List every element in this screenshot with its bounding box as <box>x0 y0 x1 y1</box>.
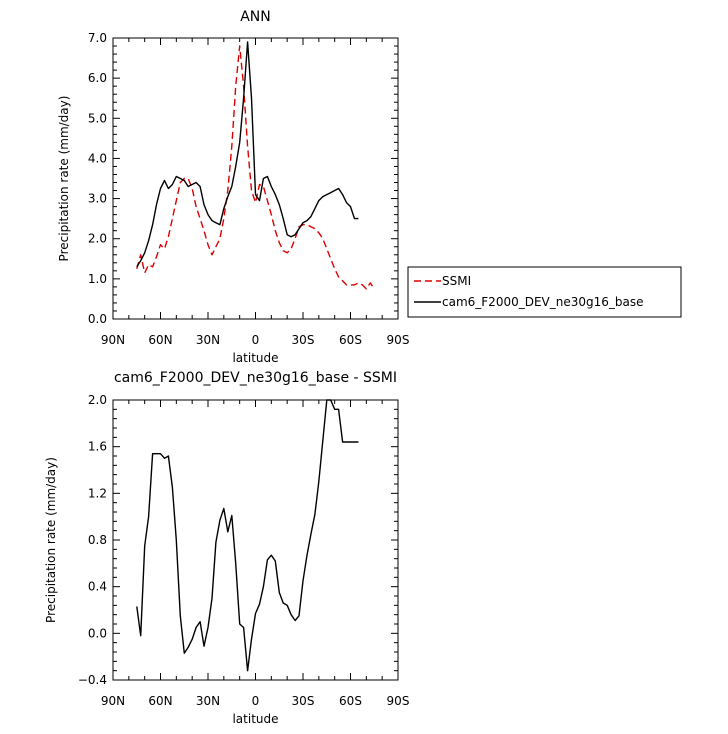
y-tick-label: 1.6 <box>88 440 107 454</box>
y-axis-title: Precipitation rate (mm/day) <box>57 96 71 262</box>
x-tick-label: 60N <box>148 333 172 347</box>
x-tick-label: 30S <box>292 333 315 347</box>
x-tick-label: 60S <box>339 694 362 708</box>
legend-box <box>407 266 682 318</box>
x-axis-title: latitude <box>232 712 278 726</box>
legend-label: SSMI <box>442 274 471 288</box>
x-axis-title: latitude <box>232 351 278 365</box>
series-line-ssmi <box>136 45 375 290</box>
x-tick-label: 0 <box>252 333 260 347</box>
y-tick-label: 1.0 <box>88 272 107 286</box>
chart-panel-bottom: cam6_F2000_DEV_ne30g16_base - SSMI 90N 60N… <box>44 370 409 726</box>
y-tick-label: 2.0 <box>88 393 107 407</box>
legend-label: cam6_F2000_DEV_ne30g16_base <box>442 295 644 309</box>
y-tick-label: 1.2 <box>88 486 107 500</box>
x-tick-label: 30N <box>196 333 220 347</box>
x-tick-label: 30N <box>196 694 220 708</box>
x-tick-label: 60N <box>148 694 172 708</box>
x-tick-label: 30S <box>292 694 315 708</box>
y-tick-label: 3.0 <box>88 192 107 206</box>
y-axis-title: Precipitation rate (mm/day) <box>44 457 58 623</box>
y-tick-label: 5.0 <box>88 111 107 125</box>
y-tick-label: 6.0 <box>88 71 107 85</box>
y-tick-label: 4.0 <box>88 151 107 165</box>
series-line-cam6-f2000-dev-ne30g16-base <box>136 41 359 268</box>
x-tick-label: 90S <box>387 694 410 708</box>
y-tick-label: −0.4 <box>78 673 107 687</box>
x-tick-label: 60S <box>339 333 362 347</box>
chart-panel-top: ANN 90N 60N 30N 0 30S 60S 90S 0.0 1.0 2.0 3.0 4.0 5.0… <box>57 9 409 365</box>
y-tick-label: 0.0 <box>88 626 107 640</box>
series-line-difference <box>136 399 359 672</box>
y-tick-label: 0.4 <box>88 580 107 594</box>
y-tick-label: 0.0 <box>88 312 107 326</box>
x-tick-label: 90N <box>101 333 125 347</box>
chart-title: cam6_F2000_DEV_ne30g16_base - SSMI <box>114 370 397 386</box>
x-tick-label: 90S <box>387 333 410 347</box>
x-tick-label: 0 <box>252 694 260 708</box>
y-tick-label: 0.8 <box>88 533 107 547</box>
x-tick-label: 90N <box>101 694 125 708</box>
y-tick-label: 2.0 <box>88 232 107 246</box>
legend: SSMI cam6_F2000_DEV_ne30g16_base <box>407 266 682 318</box>
chart-title: ANN <box>240 9 271 25</box>
y-tick-label: 7.0 <box>88 31 107 45</box>
